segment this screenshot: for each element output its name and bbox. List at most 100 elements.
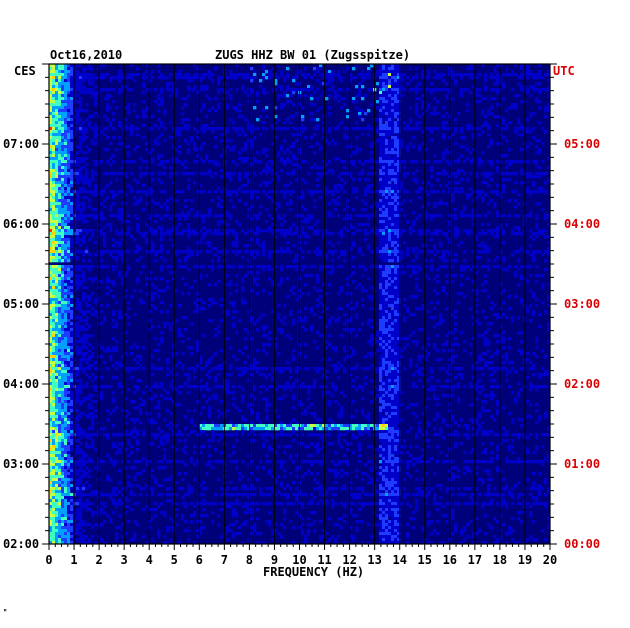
- spectrogram-cell: [388, 139, 392, 143]
- spectrogram-cell: [64, 187, 68, 191]
- spectrogram-cell: [253, 214, 257, 218]
- spectrogram-cell: [61, 310, 65, 314]
- spectrogram-cell: [91, 190, 95, 194]
- spectrogram-cell: [49, 172, 53, 176]
- spectrogram-cell: [295, 163, 299, 167]
- spectrogram-cell: [49, 121, 53, 125]
- spectrogram-cell: [361, 208, 365, 212]
- spectrogram-cell: [391, 115, 395, 119]
- spectrogram-cell: [322, 265, 326, 269]
- spectrogram-cell: [391, 223, 395, 227]
- spectrogram-cell: [499, 292, 503, 296]
- spectrogram-cell: [295, 268, 299, 272]
- spectrogram-cell: [127, 73, 131, 77]
- spectrogram-cell: [235, 106, 239, 110]
- spectrogram-cell: [385, 151, 389, 155]
- spectrogram-cell: [256, 151, 260, 155]
- spectrogram-cell: [532, 238, 536, 242]
- spectrogram-cell: [148, 214, 152, 218]
- spectrogram-cell: [289, 208, 293, 212]
- spectrogram-cell: [388, 73, 392, 77]
- spectrogram-cell: [319, 166, 323, 170]
- spectrogram-cell: [472, 76, 476, 80]
- spectrogram-cell: [73, 133, 77, 137]
- spectrogram-cell: [436, 88, 440, 92]
- spectrogram-cell: [67, 280, 71, 284]
- spectrogram-cell: [388, 88, 392, 92]
- spectrogram-cell: [514, 127, 518, 131]
- spectrogram-cell: [196, 346, 200, 350]
- spectrogram-cell: [313, 250, 317, 254]
- spectrogram-cell: [508, 295, 512, 299]
- spectrogram-cell: [418, 250, 422, 254]
- spectrogram-cell: [70, 322, 74, 326]
- spectrogram-cell: [229, 265, 233, 269]
- spectrogram-cell: [379, 310, 383, 314]
- spectrogram-cell: [52, 154, 56, 158]
- spectrogram-cell: [70, 271, 74, 275]
- spectrogram-cell: [520, 160, 524, 164]
- spectrogram-cell: [382, 169, 386, 173]
- spectrogram-cell: [67, 334, 71, 338]
- spectrogram-cell: [316, 118, 320, 122]
- spectrogram-cell: [196, 118, 200, 122]
- spectrogram-cell: [367, 187, 371, 191]
- spectrogram-cell: [79, 100, 83, 104]
- spectrogram-cell: [328, 76, 332, 80]
- spectrogram-cell: [265, 148, 269, 152]
- spectrogram-cell: [394, 226, 398, 230]
- spectrogram-cell: [394, 295, 398, 299]
- spectrogram-cell: [145, 106, 149, 110]
- spectrogram-cell: [355, 106, 359, 110]
- spectrogram-cell: [124, 175, 128, 179]
- spectrogram-cell: [451, 331, 455, 335]
- spectrogram-cell: [184, 97, 188, 101]
- spectrogram-cell: [235, 253, 239, 257]
- spectrogram-cell: [400, 349, 404, 353]
- spectrogram-cell: [394, 142, 398, 146]
- spectrogram-cell: [481, 250, 485, 254]
- spectrogram-cell: [55, 112, 59, 116]
- spectrogram-cell: [208, 76, 212, 80]
- spectrogram-cell: [325, 73, 329, 77]
- spectrogram-cell: [382, 259, 386, 263]
- spectrogram-cell: [394, 274, 398, 278]
- spectrogram-cell: [58, 205, 62, 209]
- spectrogram-cell: [52, 343, 56, 347]
- spectrogram-cell: [187, 148, 191, 152]
- spectrogram-cell: [328, 334, 332, 338]
- spectrogram-cell: [94, 76, 98, 80]
- spectrogram-cell: [73, 115, 77, 119]
- spectrogram-cell: [142, 115, 146, 119]
- spectrogram-cell: [379, 115, 383, 119]
- spectrogram-cell: [490, 322, 494, 326]
- spectrogram-cell: [379, 139, 383, 143]
- spectrogram-cell: [325, 190, 329, 194]
- spectrogram-cell: [346, 172, 350, 176]
- spectrogram-cell: [58, 160, 62, 164]
- spectrogram-cell: [154, 220, 158, 224]
- spectrogram-cell: [103, 127, 107, 131]
- spectrogram-cell: [370, 295, 374, 299]
- spectrogram-cell: [502, 289, 506, 293]
- spectrogram-cell: [280, 277, 284, 281]
- spectrogram-cell: [439, 160, 443, 164]
- spectrogram-cell: [469, 76, 473, 80]
- spectrogram-cell: [376, 229, 380, 233]
- spectrogram-cell: [406, 337, 410, 341]
- spectrogram-cell: [442, 253, 446, 257]
- spectrogram-cell: [343, 103, 347, 107]
- spectrogram-cell: [493, 70, 497, 74]
- spectrogram-cell: [538, 190, 542, 194]
- spectrogram-cell: [388, 232, 392, 236]
- spectrogram-cell: [499, 64, 503, 68]
- spectrogram-cell: [208, 160, 212, 164]
- spectrogram-cell: [538, 175, 542, 179]
- spectrogram-cell: [262, 265, 266, 269]
- spectrogram-cell: [106, 349, 110, 353]
- spectrogram-cell: [517, 214, 521, 218]
- spectrogram-cell: [220, 298, 224, 302]
- spectrogram-cell: [490, 76, 494, 80]
- spectrogram-cell: [49, 295, 53, 299]
- spectrogram-cell: [385, 67, 389, 71]
